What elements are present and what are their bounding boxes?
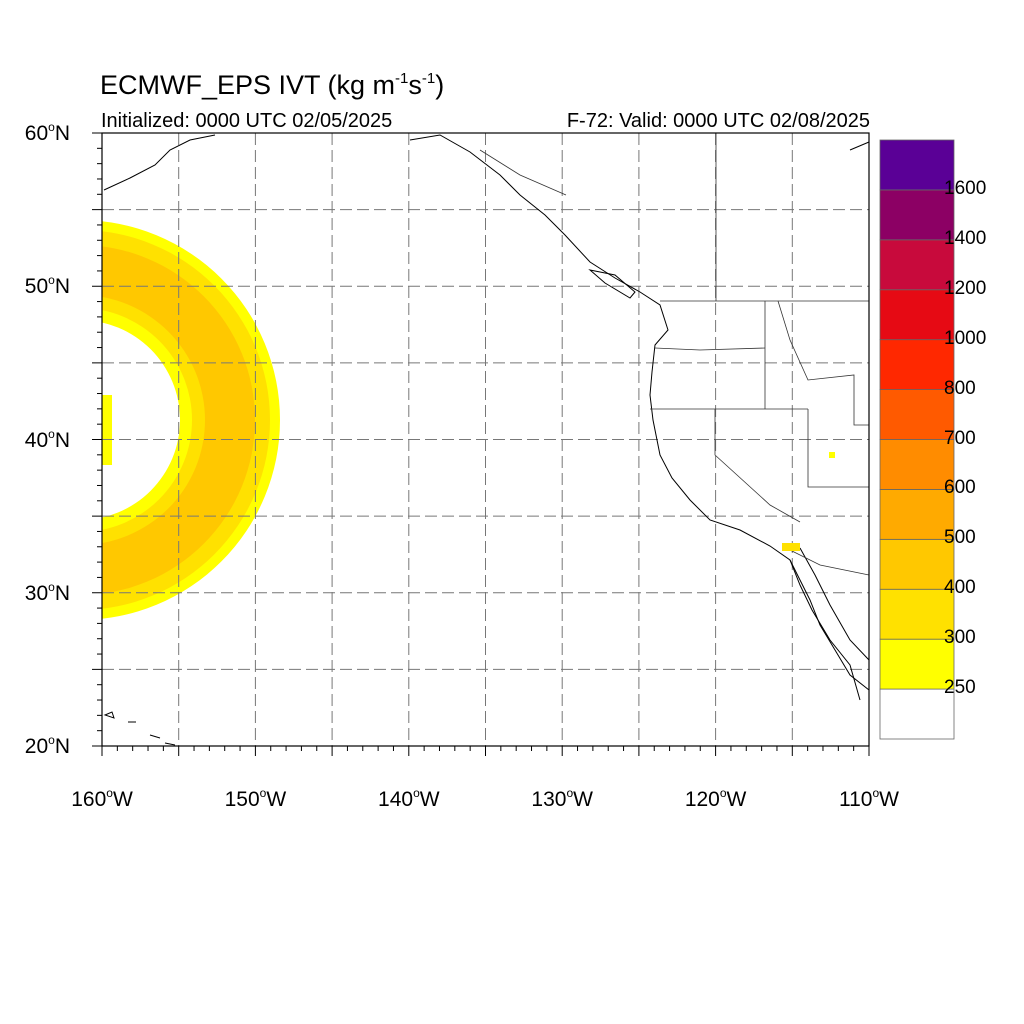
colorbar-label: 400 (944, 577, 976, 599)
ivt-patch-arizona (829, 452, 835, 458)
chart-title: ECMWF_EPS IVT (kg m-1s-1) (100, 70, 445, 100)
vancouver-island (588, 269, 636, 299)
lon-label: 160oW (71, 786, 133, 811)
border-idaho-mt (777, 300, 869, 426)
lon-label: 120oW (684, 786, 747, 811)
lon-label: 110oW (839, 786, 899, 811)
border-us-mexico (789, 549, 870, 576)
lat-label: 30oN (24, 579, 70, 605)
colorbar-label: 700 (944, 427, 976, 449)
lat-label: 60oN (24, 120, 70, 145)
colorbar-label: 500 (944, 527, 976, 549)
colorbar-swatch (879, 239, 955, 291)
alaska-coast (103, 134, 216, 191)
colorbar-swatch (879, 189, 955, 241)
axis-ticks (92, 132, 870, 756)
colorbar-label: 1200 (944, 277, 987, 299)
initialized-time: Initialized: 0000 UTC 02/05/2025 (101, 110, 393, 132)
colorbar-swatch (879, 139, 955, 191)
colorbar-swatch (879, 439, 955, 490)
lon-label: 150oW (224, 786, 287, 811)
colorbar-swatch (879, 389, 955, 440)
map-frame (101, 132, 870, 747)
colorbar-swatch (879, 688, 955, 740)
ivt-patch-40n (102, 395, 112, 465)
ivt-shading-layer (102, 221, 280, 619)
colorbar-label: 1000 (944, 327, 987, 349)
lon-label: 130oW (531, 786, 593, 811)
valid-time: F-72: Valid: 0000 UTC 02/08/2025 (566, 110, 870, 132)
border-ca-nv (714, 409, 801, 523)
hudson-coast (849, 141, 870, 151)
west-coast-coastline (409, 134, 870, 691)
coastline-layer (103, 133, 870, 746)
colorbar-swatch (879, 289, 955, 341)
border-wa-or (654, 347, 766, 351)
colorbar-label: 1600 (944, 177, 987, 199)
colorbar-swatch (879, 339, 955, 390)
gulf-of-california (799, 547, 870, 661)
colorbar (879, 139, 955, 740)
colorbar-label: 300 (944, 627, 976, 649)
border-alaska-bc (479, 149, 567, 196)
lat-label: 20oN (24, 733, 70, 758)
ivt-band-300 (102, 231, 270, 609)
ivt-patch-baja (782, 543, 800, 551)
colorbar-swatch (879, 588, 955, 640)
baja-california (789, 559, 861, 701)
colorbar-label: 800 (944, 377, 976, 399)
colorbar-label: 1400 (944, 227, 987, 249)
colorbar-swatch (879, 638, 955, 690)
colorbar-swatch (879, 538, 955, 590)
ivt-band-400 (102, 246, 255, 594)
colorbar-label: 600 (944, 477, 976, 499)
border-nv-ut-az (807, 409, 869, 488)
lat-label: 50oN (24, 273, 70, 299)
lon-label: 140oW (378, 786, 440, 811)
lat-label: 40oN (24, 426, 70, 452)
colorbar-swatch (879, 489, 955, 540)
hawaii-islands (103, 711, 176, 746)
colorbar-label: 250 (944, 677, 976, 699)
